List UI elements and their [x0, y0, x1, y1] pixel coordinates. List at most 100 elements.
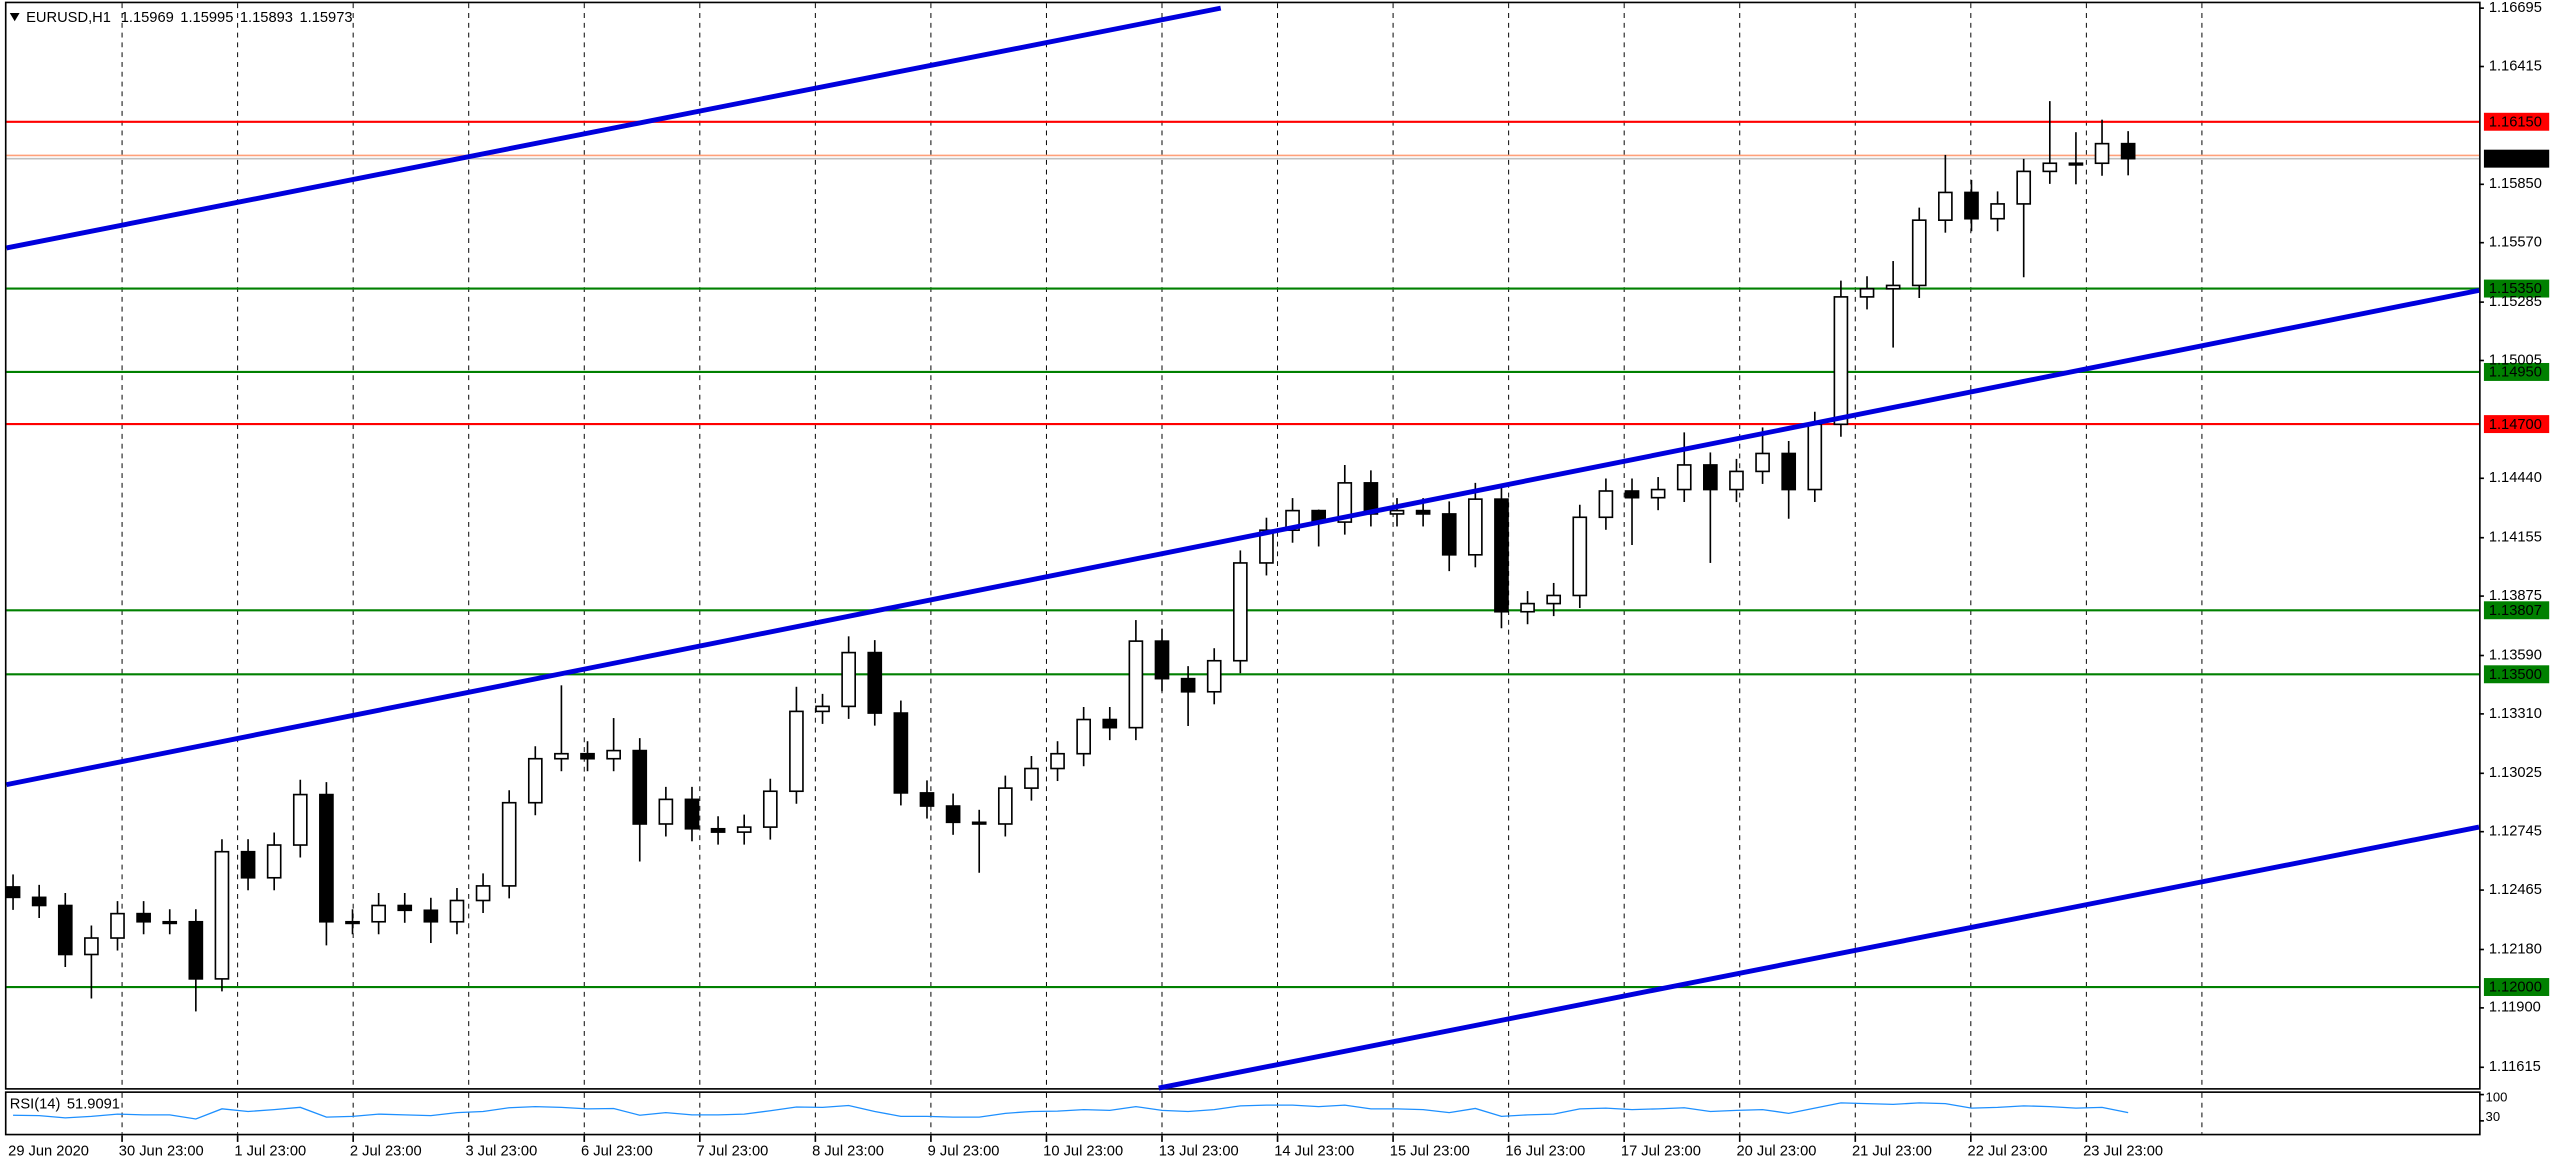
- candle-body: [423, 909, 439, 923]
- candle-body: [5, 886, 21, 899]
- level-label: 1.13807: [2489, 603, 2542, 619]
- candle-body: [188, 920, 204, 980]
- y-tick-label: 1.11900: [2489, 1000, 2541, 1016]
- candle-body: [1024, 767, 1039, 789]
- candle-body: [815, 705, 830, 713]
- candle-body: [893, 712, 909, 794]
- candle-body: [2094, 142, 2110, 165]
- header-value: 1.15995: [180, 10, 233, 26]
- candle-body: [84, 937, 99, 956]
- rsi-line: [13, 1102, 2129, 1120]
- candle-body: [710, 827, 726, 833]
- y-tick-label: 1.13590: [2489, 647, 2542, 663]
- candle-body: [371, 904, 386, 923]
- candle-body: [919, 792, 935, 807]
- level-label: 1.12000: [2489, 980, 2542, 996]
- x-tick-label: 15 Jul 23:00: [1390, 1144, 1470, 1160]
- candle-body: [136, 912, 151, 923]
- current-price-box: [2483, 149, 2550, 168]
- candle-body: [31, 896, 47, 907]
- candle-body: [1232, 562, 1248, 662]
- candle-body: [632, 749, 648, 825]
- candle-body: [841, 651, 856, 708]
- candle-body: [240, 850, 256, 879]
- trend-lines: [6, 5, 2480, 1091]
- candle-body: [527, 757, 543, 804]
- y-tick-label: 1.13875: [2489, 588, 2542, 604]
- y-tick-label: 1.13310: [2489, 706, 2542, 722]
- level-label-box: [2483, 362, 2550, 381]
- candle-body: [1337, 482, 1353, 523]
- x-tick-label: 16 Jul 23:00: [1505, 1144, 1585, 1160]
- menu-arrow: [9, 13, 20, 22]
- candle-body: [1128, 640, 1144, 729]
- level-label-box: [2483, 978, 2550, 996]
- y-tick-label: 1.15005: [2489, 352, 2542, 368]
- rsi-tick-label: 30: [2486, 1109, 2501, 1124]
- trend-line: [6, 287, 2480, 788]
- candle-body: [789, 710, 804, 793]
- candle-body: [1729, 470, 1744, 491]
- level-label: 1.15350: [2489, 281, 2542, 297]
- candle-body: [319, 793, 334, 923]
- candle-body: [1206, 659, 1222, 693]
- x-tick-label: 21 Jul 23:00: [1852, 1144, 1932, 1160]
- candle-body: [1650, 488, 1666, 499]
- candle-body: [1441, 513, 1457, 556]
- current-price-label: 1.15973: [2489, 151, 2542, 167]
- candle-body: [2042, 162, 2058, 173]
- candle-body: [1102, 718, 1118, 729]
- x-tick-label: 30 Jun 23:00: [119, 1144, 204, 1160]
- candle-body: [2016, 170, 2032, 205]
- y-tick-label: 1.16695: [2489, 0, 2542, 16]
- x-tick-label: 17 Jul 23:00: [1621, 1144, 1701, 1160]
- candle-body: [1859, 287, 1875, 298]
- candle-body: [1938, 191, 1953, 221]
- x-tick-label: 22 Jul 23:00: [1968, 1144, 2048, 1160]
- x-tick-label: 10 Jul 23:00: [1043, 1144, 1123, 1160]
- candle-body: [1833, 296, 1849, 426]
- candle-body: [1624, 490, 1640, 499]
- candle-body: [684, 798, 700, 830]
- candle-body: [2120, 142, 2136, 160]
- level-label: 1.16150: [2489, 114, 2542, 130]
- candle-body: [1807, 423, 1823, 491]
- rsi-value: 51.9091: [67, 1096, 120, 1112]
- price-axis: 1.16695 1.16415 1.15850 1.15570 1.15285 1.150…: [2479, 0, 2542, 1075]
- candles: [5, 101, 2136, 1012]
- candle-body: [2068, 162, 2084, 166]
- rsi-tick-label: 100: [2486, 1089, 2508, 1104]
- candle-body: [110, 912, 125, 939]
- candle-body: [736, 826, 752, 833]
- candle-body: [1259, 529, 1274, 564]
- candle-body: [1703, 464, 1718, 491]
- candle-body: [1781, 452, 1797, 491]
- candle-body: [1598, 490, 1614, 519]
- level-label-box: [2483, 112, 2550, 131]
- candle-body: [162, 920, 178, 925]
- y-tick-label: 1.13025: [2489, 765, 2542, 781]
- candle-body: [1050, 752, 1065, 770]
- y-tick-label: 1.12745: [2489, 824, 2542, 840]
- candle-body: [1389, 509, 1405, 515]
- x-tick-label: 7 Jul 23:00: [697, 1144, 769, 1160]
- level-label: 1.14700: [2489, 417, 2542, 433]
- candle-body: [1885, 284, 1901, 290]
- candle-body: [1546, 594, 1562, 605]
- y-tick-label: 1.15850: [2489, 176, 2542, 192]
- candle-body: [1990, 203, 2005, 220]
- y-tick-label: 1.15570: [2489, 235, 2542, 251]
- x-tick-label: 1 Jul 23:00: [234, 1144, 306, 1160]
- y-tick-label: 1.15285: [2489, 294, 2542, 310]
- level-label-box: [2483, 665, 2550, 684]
- chart-title: EURUSD,H1: [26, 10, 111, 26]
- candle-body: [1467, 498, 1483, 556]
- candle-body: [762, 790, 778, 828]
- y-tick-label: 1.12465: [2489, 882, 2542, 898]
- header-value: 1.15973: [299, 10, 352, 26]
- y-tick-label: 1.14155: [2489, 530, 2542, 546]
- candle-body: [501, 801, 517, 887]
